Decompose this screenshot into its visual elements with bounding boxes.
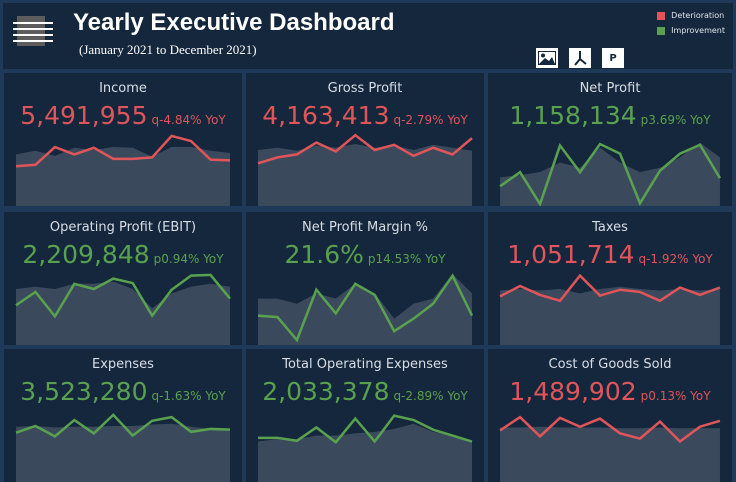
legend-item-deterioration[interactable]: Deterioration (657, 8, 725, 23)
powerpoint-icon: P (609, 52, 617, 64)
kpi-value: 1,489,902 (509, 377, 637, 406)
kpi-card-operating-profit-ebit[interactable]: Operating Profit (EBIT) 2,209,848 p0.94% … (4, 212, 242, 345)
kpi-yoy-change: p3.69% YoY (640, 113, 711, 127)
kpi-title: Taxes (592, 220, 628, 235)
kpi-value: 21.6% (284, 240, 364, 269)
legend-item-improvement[interactable]: Improvement (657, 23, 725, 38)
menu-logo-icon (13, 16, 53, 46)
kpi-value: 1,158,134 (509, 101, 637, 130)
image-icon (538, 51, 556, 65)
kpi-value: 2,033,378 (262, 377, 390, 406)
date-range: (January 2021 to December 2021) (79, 42, 257, 57)
improvement-swatch (657, 26, 666, 35)
current-year-line (499, 415, 721, 444)
legend-label: Deterioration (671, 11, 725, 20)
kpi-yoy-change: q-2.89% YoY (393, 389, 468, 403)
kpi-card-net-profit-margin[interactable]: Net Profit Margin % 21.6% p14.53% YoY (246, 212, 484, 345)
current-year-line (15, 413, 231, 438)
kpi-title: Expenses (92, 357, 154, 372)
pdf-icon (574, 51, 587, 66)
page-title: Yearly Executive Dashboard (73, 9, 395, 36)
kpi-card-expenses[interactable]: Expenses 3,523,280 q-1.63% YoY (4, 349, 242, 482)
current-year-line (257, 133, 473, 165)
sparkline-chart (15, 134, 231, 206)
sparkline-chart (499, 273, 721, 345)
kpi-title: Total Operating Expenses (282, 357, 448, 372)
kpi-yoy-change: q-1.63% YoY (151, 389, 226, 403)
kpi-value: 2,209,848 (22, 240, 150, 269)
kpi-yoy-change: p0.94% YoY (153, 252, 224, 266)
legend: Deterioration Improvement (657, 8, 725, 38)
current-year-line (15, 273, 231, 319)
deterioration-swatch (657, 11, 666, 20)
kpi-card-cost-of-goods-sold[interactable]: Cost of Goods Sold 1,489,902 p0.13% YoY (488, 349, 732, 482)
kpi-value: 5,491,955 (20, 101, 148, 130)
kpi-yoy-change: q-1.92% YoY (638, 252, 713, 266)
sparkline-chart (15, 273, 231, 345)
current-year-line (499, 142, 722, 206)
kpi-yoy-change: p0.13% YoY (640, 389, 711, 403)
sparkline-chart (257, 133, 473, 206)
kpi-title: Income (99, 81, 147, 96)
kpi-title: Cost of Goods Sold (548, 357, 672, 372)
export-pdf-button[interactable] (569, 48, 591, 68)
kpi-value: 3,523,280 (20, 377, 148, 406)
kpi-yoy-change: q-4.84% YoY (151, 113, 226, 127)
kpi-title: Net Profit Margin % (302, 220, 428, 235)
kpi-value: 4,163,413 (262, 101, 390, 130)
prior-year-area (500, 142, 720, 206)
prior-year-area (500, 286, 720, 345)
current-year-line (15, 134, 231, 168)
sparkline-chart (257, 273, 474, 345)
kpi-title: Operating Profit (EBIT) (49, 220, 197, 235)
prior-year-area (16, 281, 230, 345)
kpi-title: Gross Profit (327, 81, 403, 96)
sparkline-chart (499, 415, 721, 482)
kpi-card-gross-profit[interactable]: Gross Profit 4,163,413 q-2.79% YoY (246, 73, 484, 206)
prior-year-area (258, 274, 472, 345)
kpi-card-income[interactable]: Income 5,491,955 q-4.84% YoY (4, 73, 242, 206)
sparkline-chart (15, 413, 231, 482)
sparkline-chart (499, 142, 722, 206)
kpi-card-net-profit[interactable]: Net Profit 1,158,134 p3.69% YoY (488, 73, 732, 206)
prior-year-area (16, 147, 230, 206)
current-year-line (257, 273, 474, 343)
sparkline-chart (258, 414, 473, 482)
legend-label: Improvement (671, 26, 725, 35)
prior-year-area (258, 144, 472, 206)
kpi-card-total-operating-expenses[interactable]: Total Operating Expenses 2,033,378 q-2.89… (246, 349, 484, 482)
kpi-card-taxes[interactable]: Taxes 1,051,714 q-1.92% YoY (488, 212, 732, 345)
kpi-value: 1,051,714 (507, 240, 635, 269)
dashboard-header: Yearly Executive Dashboard (January 2021… (3, 3, 733, 69)
export-image-button[interactable] (536, 48, 558, 68)
current-year-line (499, 273, 721, 303)
kpi-yoy-change: p14.53% YoY (367, 252, 446, 266)
export-powerpoint-button[interactable]: P (602, 48, 624, 68)
kpi-yoy-change: q-2.79% YoY (393, 113, 468, 127)
kpi-title: Net Profit (579, 81, 641, 96)
current-year-line (258, 414, 473, 444)
export-buttons: P (536, 48, 624, 68)
